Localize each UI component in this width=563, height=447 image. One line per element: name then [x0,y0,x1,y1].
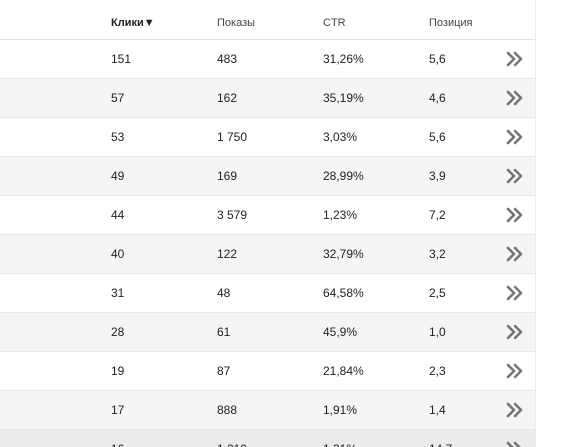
table-row[interactable]: 57 162 35,19% 4,6 [0,79,535,118]
double-chevron-right-icon[interactable] [506,246,524,262]
table-header: Клики▼ Показы CTR Позиция [0,0,535,40]
clicks-cell: 57 [111,91,125,105]
clicks-cell: 40 [111,247,125,261]
double-chevron-right-icon[interactable] [506,168,524,184]
impressions-cell: 1 219 [217,430,247,447]
impressions-cell: 1 750 [217,130,248,144]
clicks-cell: 44 [111,208,125,222]
clicks-cell: 31 [111,286,125,300]
position-cell: 1,0 [429,325,446,339]
table-row[interactable]: 19 87 21,84% 2,3 [0,352,535,391]
ctr-cell: 35,19% [323,91,364,105]
impressions-cell: 169 [217,169,238,183]
ctr-cell: 21,84% [323,364,364,378]
ctr-cell: 1,31% [323,430,357,447]
ctr-cell: 28,99% [323,169,364,183]
ctr-cell: 1,23% [323,208,358,222]
position-cell: 3,2 [429,247,446,261]
performance-table: Клики▼ Показы CTR Позиция 151 483 31,26% 5,… [0,0,536,447]
clicks-cell: 17 [111,403,125,417]
table-body: 151 483 31,26% 5,6 57 162 35,19% 4,6 53 1 750 3,03… [0,40,535,447]
table-row[interactable]: 40 122 32,79% 3,2 [0,235,535,274]
ctr-cell: 45,9% [323,325,358,339]
double-chevron-right-icon[interactable] [506,363,524,379]
clicks-cell: 151 [111,52,132,66]
position-cell: 1,4 [429,403,446,417]
double-chevron-right-icon[interactable] [506,207,524,223]
position-cell: 14,7 [429,430,452,447]
ctr-cell: 64,58% [323,286,364,300]
impressions-cell: 87 [217,364,231,378]
table-row[interactable]: 16 1 219 1,31% 14,7 [0,430,535,447]
impressions-cell: 61 [217,325,231,339]
clicks-cell: 19 [111,364,125,378]
double-chevron-right-icon[interactable] [506,129,524,145]
column-header-position[interactable]: Позиция [429,17,473,29]
position-cell: 4,6 [429,91,446,105]
impressions-cell: 3 579 [217,208,248,222]
position-cell: 3,9 [429,169,446,183]
ctr-cell: 31,26% [323,52,364,66]
table-row[interactable]: 31 48 64,58% 2,5 [0,274,535,313]
position-cell: 2,3 [429,364,446,378]
ctr-cell: 32,79% [323,247,364,261]
table-row[interactable]: 28 61 45,9% 1,0 [0,313,535,352]
clicks-cell: 53 [111,130,125,144]
clicks-cell: 49 [111,169,125,183]
position-cell: 7,2 [429,208,446,222]
double-chevron-right-icon[interactable] [506,324,524,340]
column-header-clicks[interactable]: Клики▼ [111,17,155,29]
impressions-cell: 162 [217,91,238,105]
table-row[interactable]: 151 483 31,26% 5,6 [0,40,535,79]
table-row[interactable]: 17 888 1,91% 1,4 [0,391,535,430]
ctr-cell: 3,03% [323,130,358,144]
double-chevron-right-icon[interactable] [506,402,524,418]
clicks-cell: 16 [111,430,124,447]
position-cell: 2,5 [429,286,446,300]
double-chevron-right-icon[interactable] [506,441,524,447]
impressions-cell: 48 [217,286,231,300]
ctr-cell: 1,91% [323,403,358,417]
impressions-cell: 122 [217,247,238,261]
double-chevron-right-icon[interactable] [506,285,524,301]
double-chevron-right-icon[interactable] [506,51,524,67]
table-row[interactable]: 44 3 579 1,23% 7,2 [0,196,535,235]
impressions-cell: 483 [217,52,238,66]
impressions-cell: 888 [217,403,238,417]
column-header-ctr[interactable]: CTR [323,17,346,29]
position-cell: 5,6 [429,52,446,66]
column-header-impressions[interactable]: Показы [217,17,256,29]
table-row[interactable]: 49 169 28,99% 3,9 [0,157,535,196]
clicks-cell: 28 [111,325,125,339]
double-chevron-right-icon[interactable] [506,90,524,106]
table-row[interactable]: 53 1 750 3,03% 5,6 [0,118,535,157]
position-cell: 5,6 [429,130,446,144]
